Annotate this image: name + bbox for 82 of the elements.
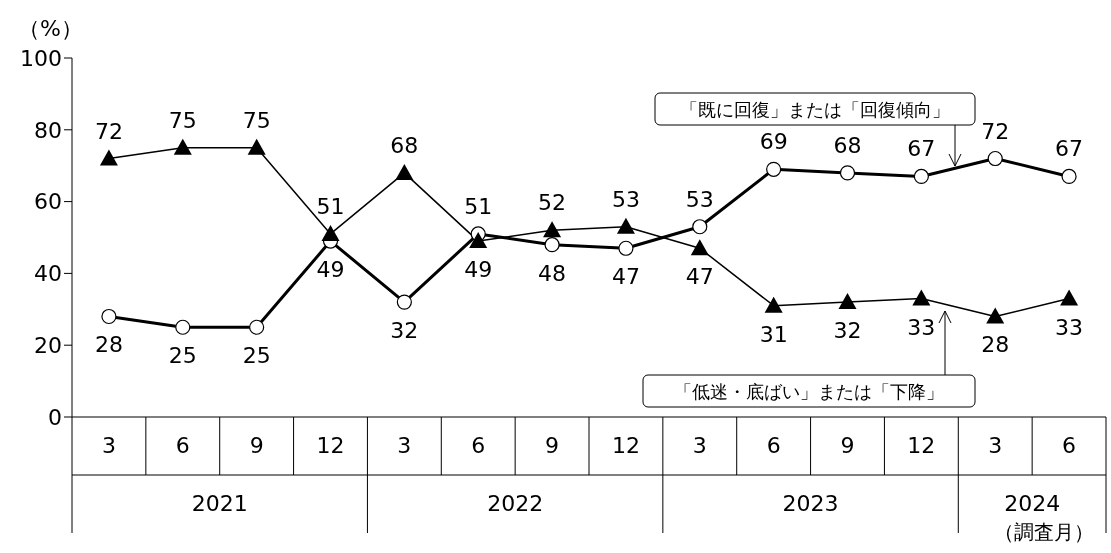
y-axis-title: （%） [18,16,83,41]
point [543,221,562,238]
text: 「既に回復」または「回復傾向」 [680,99,950,120]
data-label: 68 [390,132,419,158]
point [838,293,857,310]
data-label: 31 [759,321,788,347]
point [913,168,929,185]
x-tick-label: 9 [840,432,855,458]
point [692,219,708,235]
y-tick-label: 100 [20,45,62,71]
text: 「低迷・底ばい」または「下降」 [674,381,944,402]
point [101,308,117,325]
point [249,319,265,335]
point [469,232,488,249]
data-label: 72 [981,118,1010,144]
data-label: 49 [316,257,345,283]
point [99,149,118,166]
text: 2021 [191,491,248,516]
data-label: 67 [1055,136,1084,162]
x-tick-label: 12 [907,432,936,458]
data-label: 52 [538,190,567,216]
point [396,294,412,310]
data-label: 51 [316,193,345,219]
data-label: 53 [685,186,714,212]
y-tick-label: 60 [34,189,62,215]
point [987,150,1003,167]
point [764,296,783,313]
data-label: 48 [538,260,567,286]
x-tick-label: 9 [249,432,264,458]
data-label: 75 [168,107,197,133]
x-axis-title: （調査月） [994,520,1094,544]
y-tick-label: 80 [34,117,62,143]
data-label: 51 [464,193,493,219]
point [175,319,191,335]
data-label: 68 [833,132,862,158]
point [986,307,1005,324]
point [247,138,266,155]
data-label: 28 [94,332,123,358]
point [321,224,340,241]
point [395,163,414,180]
data-label: 25 [168,343,197,369]
data-label: 25 [242,343,271,369]
x-tick-label: 6 [471,432,486,458]
x-tick-label: 6 [175,432,190,458]
x-tick-label: 12 [611,432,640,458]
text: 2022 [487,491,544,516]
data-label: 72 [94,118,123,144]
data-label: 28 [981,332,1010,358]
x-tick-label: 3 [397,432,412,458]
data-label: 49 [464,257,493,283]
point [618,240,634,256]
y-tick-label: 0 [48,404,62,430]
x-tick-label: 12 [316,432,345,458]
data-label: 32 [390,318,419,344]
point [544,237,560,253]
point [912,289,931,306]
point [616,217,635,234]
y-tick-label: 20 [34,333,62,359]
data-label: 33 [907,314,936,340]
x-tick-label: 9 [545,432,560,458]
data-label: 69 [759,129,788,155]
data-label: 33 [1055,314,1084,340]
x-tick-label: 6 [1062,432,1077,458]
data-label: 47 [685,264,714,290]
x-tick-label: 3 [988,432,1003,458]
text: 2023 [782,491,839,516]
point [839,165,856,181]
point [173,138,192,155]
point [690,239,709,256]
y-tick-label: 40 [34,261,62,287]
x-tick-label: 6 [766,432,781,458]
point [1061,168,1077,185]
x-tick-label: 3 [101,432,116,458]
data-label: 53 [611,186,640,212]
point [1060,289,1079,306]
x-tick-label: 3 [692,432,707,458]
data-label: 67 [907,136,936,162]
data-label: 47 [611,264,640,290]
data-label: 75 [242,107,271,133]
point [766,161,782,177]
data-label: 32 [833,318,862,344]
text: 2024 [1004,491,1061,516]
